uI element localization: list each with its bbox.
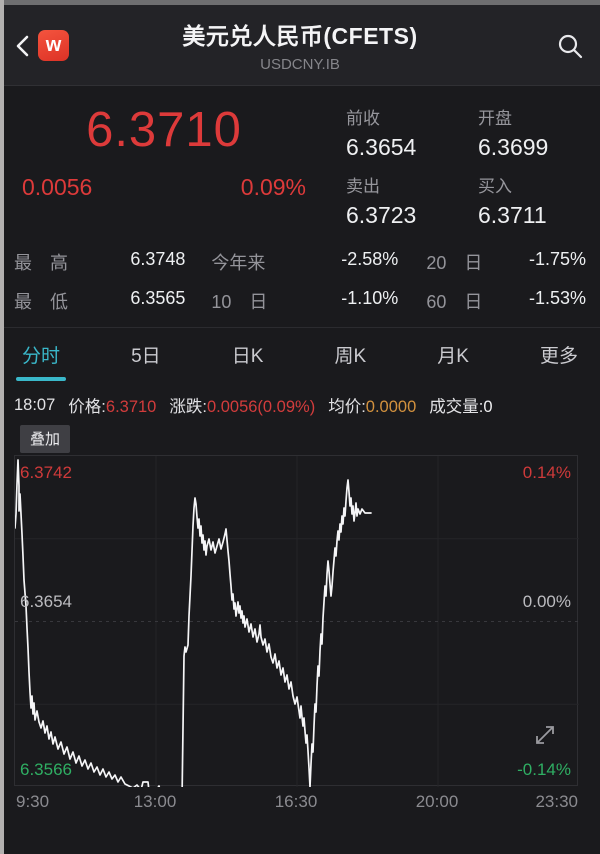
yaxis-high-label: 6.3742 — [20, 463, 72, 482]
tab-5day[interactable]: 5日 — [131, 346, 161, 367]
search-button[interactable] — [556, 32, 584, 60]
stat-10d: 10 日 -1.10% — [211, 288, 399, 312]
quote-fields: 前收 6.3654 开盘 6.3699 卖出 6.3723 买入 6.3711 — [314, 102, 586, 229]
stat-ytd: 今年来 -2.58% — [211, 249, 399, 273]
tab-weekly[interactable]: 周K — [334, 346, 367, 367]
intraday-chart-plot[interactable]: 6.3742 0.14% 6.3654 0.00% 6.3566 -0.14% — [14, 455, 579, 787]
status-change: 涨跌:0.0056(0.09%) — [169, 398, 316, 416]
field-prev-close: 前收 6.3654 — [346, 109, 417, 160]
expand-icon — [536, 726, 554, 744]
price-change: 0.0056 — [22, 174, 93, 200]
yaxis-low-pct-label: -0.14% — [517, 760, 571, 779]
stats-panel: 最 高 6.3748 今年来 -2.58% 20 日 -1.75% 最 低 6.… — [14, 249, 586, 314]
search-icon — [558, 34, 583, 59]
yaxis-mid-pct-label: 0.00% — [522, 592, 571, 611]
time-axis: 9:30 13:00 16:30 20:00 23:30 — [14, 790, 578, 814]
tab-daily[interactable]: 日K — [231, 346, 264, 367]
chart-section: 叠加 6.3742 0.14% 6.3654 0.00% 6.3566 -0.1… — [0, 423, 600, 821]
instrument-code: USDCNY.IB — [260, 56, 340, 73]
status-volume: 成交量:0 — [429, 398, 493, 416]
tab-intraday[interactable]: 分时 — [15, 341, 67, 381]
screenshot-left-edge — [0, 0, 4, 854]
stat-60d: 60 日 -1.53% — [426, 288, 587, 312]
stat-low: 最 低 6.3565 — [14, 288, 186, 312]
tab-more[interactable]: 更多 — [539, 346, 578, 367]
crosshair-status-bar: 18:07 价格:6.3710 涨跌:0.0056(0.09%) 均价:0.00… — [14, 389, 586, 421]
status-price: 价格:6.3710 — [68, 398, 157, 416]
screenshot-top-edge — [0, 0, 600, 5]
header: w 美元兑人民币(CFETS) USDCNY.IB — [0, 0, 600, 86]
wind-logo: w — [38, 30, 69, 61]
status-avg: 均价:0.0000 — [328, 398, 417, 416]
stat-high: 最 高 6.3748 — [14, 249, 186, 273]
quote-panel: 6.3710 0.0056 0.09% 前收 6.3654 开盘 6.3699 … — [0, 86, 600, 229]
time-tick: 16:30 — [274, 792, 318, 811]
yaxis-mid-label: 6.3654 — [20, 592, 72, 611]
back-button[interactable] — [10, 30, 36, 62]
time-tick: 13:00 — [133, 792, 177, 811]
yaxis-low-label: 6.3566 — [20, 760, 72, 779]
time-tick: 23:30 — [535, 792, 578, 811]
page-title: 美元兑人民币(CFETS) — [182, 23, 418, 49]
field-bid: 买入 6.3711 — [478, 177, 547, 228]
time-tick: 9:30 — [16, 792, 50, 811]
fullscreen-button[interactable] — [529, 719, 561, 751]
overlay-button[interactable]: 叠加 — [20, 425, 71, 453]
chart-canvas — [15, 456, 579, 787]
last-price-block: 6.3710 0.0056 0.09% — [14, 102, 314, 229]
field-open: 开盘 6.3699 — [478, 109, 549, 160]
period-tab-bar: 分时 5日 日K 周K 月K 更多 — [0, 327, 600, 381]
yaxis-high-pct-label: 0.14% — [522, 463, 571, 482]
field-ask: 卖出 6.3723 — [346, 177, 417, 228]
time-tick: 20:00 — [415, 792, 459, 811]
chevron-left-icon — [16, 35, 29, 57]
stat-20d: 20 日 -1.75% — [426, 249, 587, 273]
intraday-price-line — [15, 459, 372, 787]
last-price: 6.3710 — [86, 103, 242, 157]
price-change-percent: 0.09% — [240, 174, 306, 200]
tab-monthly[interactable]: 月K — [437, 346, 469, 367]
status-time: 18:07 — [14, 395, 56, 414]
